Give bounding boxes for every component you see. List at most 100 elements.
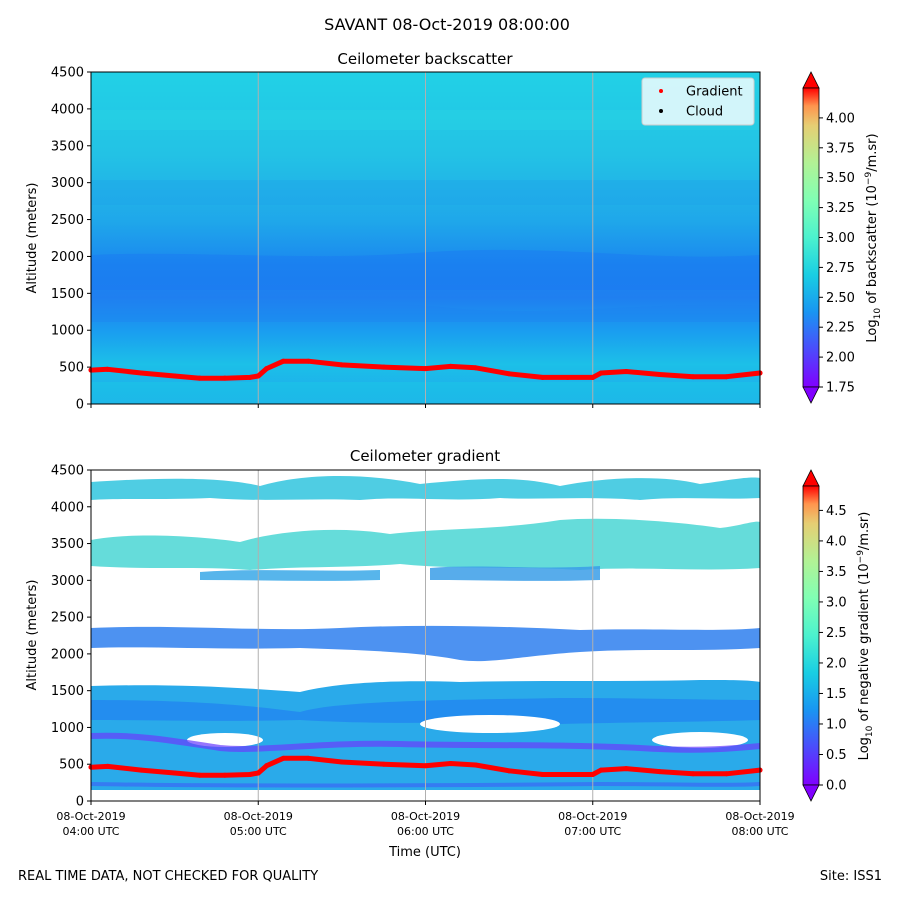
colorbar-tick-label: 1.5 <box>826 687 847 702</box>
gradient-series-point <box>172 770 178 776</box>
backscatter-x-axis <box>90 404 761 408</box>
gradient-x-label: Time (UTC) <box>388 845 461 860</box>
x-tick-date: 08-Oct-2019 <box>725 810 794 823</box>
y-tick-label: 0 <box>76 398 84 413</box>
legend-gradient-label: Gradient <box>686 85 743 100</box>
x-tick-time: 08:00 UTC <box>731 825 788 838</box>
y-tick-label: 500 <box>59 361 84 376</box>
y-tick-label: 0 <box>76 795 84 810</box>
legend-box <box>641 77 755 126</box>
colorbar-tick-label: 4.5 <box>826 504 847 519</box>
gradient-series-point <box>473 762 479 768</box>
gradient-series-point <box>448 760 454 766</box>
colorbar-tick-label: 1.75 <box>826 381 855 396</box>
colorbar-tick-label: 2.50 <box>826 291 855 306</box>
y-tick-label: 2500 <box>51 213 84 228</box>
gradient-series-point <box>657 769 663 775</box>
x-tick-date: 08-Oct-2019 <box>391 810 460 823</box>
gradient-series-point <box>105 366 111 372</box>
gradient-series-point <box>222 772 228 778</box>
gradient-series-point <box>264 763 270 769</box>
y-tick-label: 3500 <box>51 139 84 154</box>
y-tick-label: 3000 <box>51 176 84 191</box>
gradient-series-point <box>172 373 178 379</box>
backscatter-series-layer <box>88 358 763 381</box>
gradient-series-point <box>423 366 428 372</box>
colorbar-tick-label: 3.25 <box>826 201 855 216</box>
colorbar-tick-label: 3.75 <box>826 141 855 156</box>
backscatter-colorbar-label: Log10 of backscatter (10−9/m.sr) <box>864 133 883 342</box>
y-tick-label: 3000 <box>51 574 84 589</box>
y-tick-label: 4500 <box>51 464 84 479</box>
y-tick-label: 1000 <box>51 324 84 339</box>
gradient-series-point <box>305 358 311 364</box>
y-tick-label: 2500 <box>51 611 84 626</box>
colorbar-tick-label: 2.00 <box>826 351 855 366</box>
backscatter-colorbar-ticks: 1.75 2.00 2.25 2.50 2.75 3.00 3.25 3.50 3.75 4.00 <box>819 111 855 396</box>
gradient-series-point <box>423 763 428 769</box>
y-tick-label: 500 <box>59 758 84 773</box>
gradient-x-axis: 08-Oct-2019 04:00 UTC 08-Oct-2019 05:00 UTC… <box>56 801 795 838</box>
gradient-series-point <box>247 374 253 380</box>
gradient-series-point <box>565 374 571 380</box>
y-tick-label: 1500 <box>51 287 84 302</box>
gradient-y-label: Altitude (meters) <box>25 580 40 691</box>
gradient-series-point <box>339 759 345 765</box>
x-tick-date: 08-Oct-2019 <box>224 810 293 823</box>
x-tick-date: 08-Oct-2019 <box>558 810 627 823</box>
gradient-series-point <box>598 767 604 773</box>
gradient-series-point <box>255 373 261 379</box>
legend-cloud-marker <box>659 109 663 113</box>
colorbar-tick-label: 2.25 <box>826 321 855 336</box>
gradient-panel: Ceilometer gradient <box>25 447 875 860</box>
y-tick-label: 4000 <box>51 102 84 117</box>
x-tick-time: 07:00 UTC <box>564 825 621 838</box>
x-tick-time: 06:00 UTC <box>397 825 454 838</box>
backscatter-y-label: Altitude (meters) <box>25 183 40 294</box>
gradient-series-point <box>565 772 571 778</box>
gradient-series-point <box>280 358 286 364</box>
y-tick-label: 3500 <box>51 537 84 552</box>
colorbar-tick-label: 3.50 <box>826 171 855 186</box>
colorbar-tick-label: 1.0 <box>826 717 847 732</box>
backscatter-y-axis: 0 500 1000 1500 2000 2500 3000 3500 4000 4500 <box>51 66 91 413</box>
colorbar-tick-label: 0.5 <box>826 748 847 763</box>
legend-gradient-marker <box>659 89 663 93</box>
colorbar-tick-label: 2.75 <box>826 261 855 276</box>
gradient-title: Ceilometer gradient <box>350 447 500 465</box>
colorbar-tick-label: 0.0 <box>826 779 847 794</box>
gradient-series-point <box>540 772 546 778</box>
backscatter-panel: Ceilometer backscatter 0 500 1000 1500 2000 2… <box>25 50 883 413</box>
footer-disclaimer: REAL TIME DATA, NOT CHECKED FOR QUALITY <box>18 869 319 884</box>
y-tick-label: 4000 <box>51 500 84 515</box>
gradient-series-point <box>339 362 345 368</box>
y-tick-label: 1000 <box>51 721 84 736</box>
figure-suptitle: SAVANT 08-Oct-2019 08:00:00 <box>324 15 570 34</box>
colorbar-tick-label: 3.0 <box>826 595 847 610</box>
gradient-series-point <box>598 370 604 376</box>
backscatter-gridlines <box>257 72 594 404</box>
gradient-series-point <box>197 375 203 381</box>
colorbar-tick-label: 4.0 <box>826 534 847 549</box>
backscatter-title: Ceilometer backscatter <box>337 50 513 68</box>
gradient-series-point <box>255 770 261 776</box>
gradient-series-point <box>381 364 387 370</box>
y-tick-label: 1500 <box>51 684 84 699</box>
gradient-series-point <box>473 365 479 371</box>
gradient-colorbar-label: Log10 of negative gradient (10−9/m.sr) <box>856 512 875 761</box>
y-tick-label: 2000 <box>51 250 84 265</box>
gradient-series-point <box>724 374 730 380</box>
gradient-colorbar-ticks: 0.0 0.5 1.0 1.5 2.0 2.5 3.0 3.5 4.0 4.5 <box>819 504 847 794</box>
colorbar-tick-label: 2.0 <box>826 656 847 671</box>
y-tick-label: 4500 <box>51 66 84 81</box>
gradient-colorbar: 0.0 0.5 1.0 1.5 2.0 2.5 3.0 3.5 4.0 4.5 Log10 of … <box>802 469 875 802</box>
gradient-series-point <box>264 366 270 372</box>
x-tick-time: 04:00 UTC <box>62 825 119 838</box>
gradient-series-point <box>381 761 387 767</box>
colorbar-tick-label: 3.5 <box>826 565 847 580</box>
gradient-series-point <box>590 772 596 778</box>
gradient-series-point <box>506 768 512 774</box>
gradient-series-point <box>623 369 629 375</box>
gradient-series-point <box>623 766 629 772</box>
